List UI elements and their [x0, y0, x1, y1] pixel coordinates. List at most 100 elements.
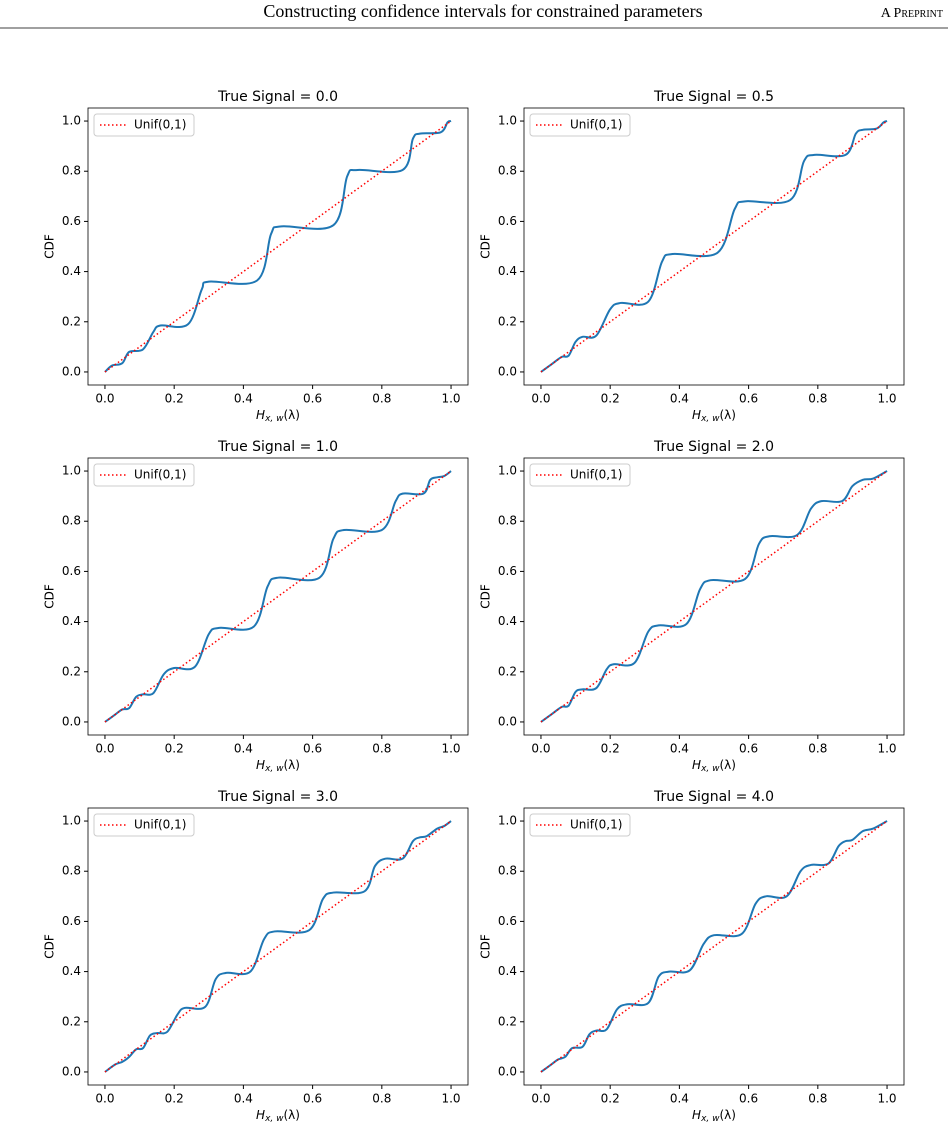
x-tick-label: 0.2: [601, 1092, 620, 1106]
x-axis-label: Hx, w(λ): [692, 758, 736, 774]
x-axis-label-part: x, w: [700, 764, 720, 774]
y-tick-label: 0.4: [62, 614, 81, 628]
x-axis-label-part: H: [692, 758, 701, 772]
y-tick-label: 0.8: [62, 514, 81, 528]
line-series: [540, 470, 888, 723]
chart: True Signal = 0.5 0.0 0.2 0.4 0.6 0.8 1.0 0.0 0.…: [479, 89, 905, 424]
x-tick-label: 0.0: [531, 742, 550, 756]
y-axis-label: CDF: [43, 934, 57, 959]
x-tick-label: 0.8: [808, 742, 827, 756]
chart-title: True Signal = 3.0: [217, 789, 338, 805]
legend-box: [529, 113, 631, 137]
x-axis-label-part: (λ): [283, 408, 299, 422]
x-tick-label: 0.6: [739, 392, 758, 406]
legend-label: Unif(0,1): [134, 118, 186, 132]
x-axis-label-part: (λ): [283, 758, 299, 772]
x-tick-label: 0.8: [372, 1092, 391, 1106]
axes-frame: [523, 107, 905, 386]
y-tick-label: 0.0: [62, 1064, 81, 1078]
y-tick-label: 0.2: [62, 1014, 81, 1028]
y-tick-label: 0.6: [62, 564, 81, 578]
y-tick-label: 0.4: [62, 964, 81, 978]
y-tick-label: 0.2: [62, 664, 81, 678]
y-tick-label: 0.6: [498, 214, 517, 228]
y-tick-label: 0.2: [498, 1014, 517, 1028]
line-series: [104, 820, 452, 1073]
x-axis-label-part: x, w: [264, 414, 284, 424]
legend-box: [93, 463, 195, 487]
x-tick-label: 0.6: [303, 742, 322, 756]
y-tick-label: 1.0: [498, 464, 517, 478]
x-tick-label: 1.0: [441, 392, 460, 406]
x-tick-label: 0.4: [670, 742, 689, 756]
x-tick-label: 0.6: [739, 1092, 758, 1106]
legend-box: [93, 113, 195, 137]
x-tick-label: 0.4: [670, 392, 689, 406]
x-tick-label: 0.2: [165, 392, 184, 406]
x-axis-label-part: H: [256, 758, 265, 772]
y-tick-label: 0.6: [498, 914, 517, 928]
x-tick-label: 0.0: [531, 392, 550, 406]
y-tick-label: 0.8: [498, 164, 517, 178]
y-tick-label: 0.4: [498, 264, 517, 278]
x-axis-label: Hx, w(λ): [256, 1108, 300, 1124]
y-tick-label: 0.8: [498, 864, 517, 878]
x-tick-label: 0.6: [303, 1092, 322, 1106]
x-tick-label: 0.8: [372, 742, 391, 756]
y-tick-label: 0.6: [498, 564, 517, 578]
y-tick-label: 1.0: [62, 464, 81, 478]
line-series: [540, 470, 888, 723]
legend-label: Unif(0,1): [570, 468, 622, 482]
chart-title: True Signal = 4.0: [653, 789, 774, 805]
y-tick-label: 1.0: [62, 114, 81, 128]
legend-label: Unif(0,1): [570, 118, 622, 132]
chart: True Signal = 4.0 0.0 0.2 0.4 0.6 0.8 1.0 0.0 0.…: [479, 789, 905, 1124]
x-axis-label-part: H: [692, 408, 701, 422]
y-tick-label: 0.6: [62, 914, 81, 928]
x-tick-label: 0.0: [531, 1092, 550, 1106]
x-axis-label-part: H: [256, 408, 265, 422]
y-axis-label: CDF: [43, 234, 57, 259]
axes-frame: [523, 457, 905, 736]
chart-title: True Signal = 1.0: [217, 439, 338, 455]
line-series: [104, 120, 452, 373]
y-tick-label: 1.0: [498, 814, 517, 828]
line-series: [104, 820, 452, 1073]
x-tick-label: 0.6: [739, 742, 758, 756]
x-tick-label: 0.4: [234, 1092, 253, 1106]
x-tick-label: 0.2: [165, 1092, 184, 1106]
y-tick-label: 0.2: [62, 314, 81, 328]
x-axis-label-part: x, w: [264, 1114, 284, 1124]
x-tick-label: 0.4: [670, 1092, 689, 1106]
chart-title: True Signal = 0.5: [653, 89, 774, 105]
x-tick-label: 0.8: [808, 392, 827, 406]
legend-label: Unif(0,1): [134, 468, 186, 482]
y-axis-label: CDF: [43, 584, 57, 609]
chart: True Signal = 3.0 0.0 0.2 0.4 0.6 0.8 1.0 0.0 0.…: [43, 789, 469, 1124]
legend-label: Unif(0,1): [570, 818, 622, 832]
legend-label: Unif(0,1): [134, 818, 186, 832]
line-series: [540, 820, 888, 1073]
x-tick-label: 0.0: [95, 392, 114, 406]
y-tick-label: 0.0: [498, 714, 517, 728]
x-tick-label: 0.8: [372, 392, 391, 406]
y-tick-label: 0.8: [62, 864, 81, 878]
chart: True Signal = 0.0 0.0 0.2 0.4 0.6 0.8 1.0 0.0 0.…: [43, 89, 469, 424]
y-axis-label: CDF: [479, 934, 493, 959]
x-axis-label: Hx, w(λ): [256, 758, 300, 774]
y-axis-label: CDF: [479, 584, 493, 609]
x-axis-label-part: (λ): [719, 758, 735, 772]
x-axis-label-part: (λ): [719, 408, 735, 422]
x-tick-label: 1.0: [877, 392, 896, 406]
x-axis-label-part: H: [692, 1108, 701, 1122]
x-tick-label: 0.2: [601, 742, 620, 756]
axes-frame: [87, 107, 469, 386]
y-tick-label: 0.4: [498, 964, 517, 978]
x-tick-label: 0.8: [808, 1092, 827, 1106]
y-tick-label: 0.8: [62, 164, 81, 178]
axes-frame: [87, 807, 469, 1086]
chart-title: True Signal = 2.0: [653, 439, 774, 455]
running-title: Constructing confidence intervals for co…: [263, 1, 702, 21]
x-tick-label: 0.2: [601, 392, 620, 406]
